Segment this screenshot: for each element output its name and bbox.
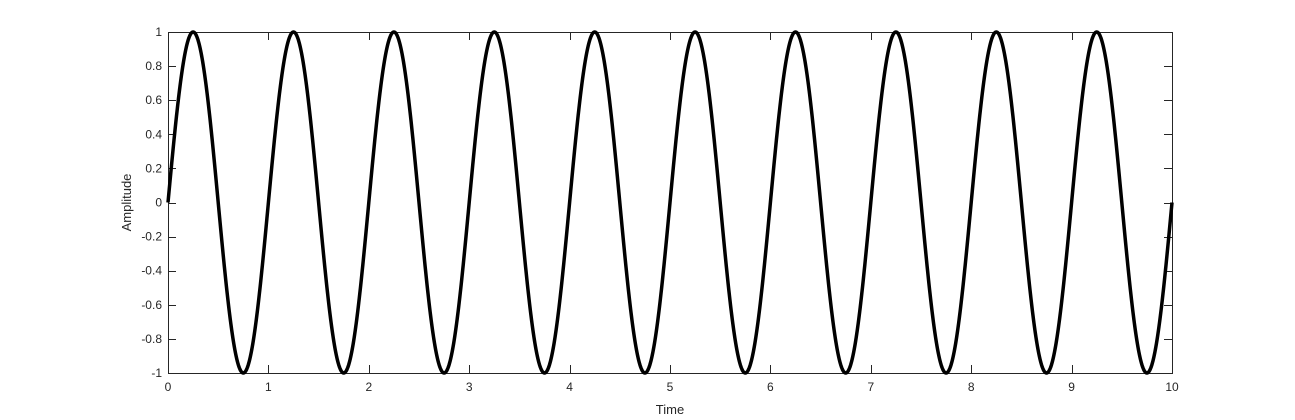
x-tick-label: 3: [466, 380, 473, 394]
y-tick-label: -0.6: [141, 298, 162, 312]
x-axis-label: Time: [656, 402, 684, 417]
y-tick-label: -1: [151, 366, 162, 380]
x-tick-label: 1: [265, 380, 272, 394]
y-tick-label: 0.2: [145, 161, 162, 175]
series-line: [166, 30, 1174, 375]
x-tick-label: 7: [867, 380, 874, 394]
x-tick-label: 6: [767, 380, 774, 394]
x-tick-label: 0: [165, 380, 172, 394]
y-tick-label: -0.8: [141, 332, 162, 346]
y-tick-label: -0.4: [141, 264, 162, 278]
x-tick-label: 9: [1068, 380, 1075, 394]
x-tick-label: 2: [365, 380, 372, 394]
y-tick-label: 0.4: [145, 127, 162, 141]
x-axis: 0 1 2 3 4 5 6 7 8 9 10: [165, 32, 1179, 394]
y-tick-label: 0.8: [145, 59, 162, 73]
y-tick-label: 0: [155, 196, 162, 210]
y-axis: 1 0.8 0.6 0.4 0.2 0 -0.2 -0.4 -0.6 -0.8 -1: [141, 25, 1172, 380]
x-tick-label: 10: [1165, 380, 1179, 394]
y-tick-label: 0.6: [145, 93, 162, 107]
y-tick-label: 1: [155, 25, 162, 39]
x-tick-label: 8: [968, 380, 975, 394]
x-tick-label: 5: [667, 380, 674, 394]
y-tick-label: -0.2: [141, 230, 162, 244]
y-axis-label: Amplitude: [119, 174, 134, 232]
x-tick-label: 4: [566, 380, 573, 394]
